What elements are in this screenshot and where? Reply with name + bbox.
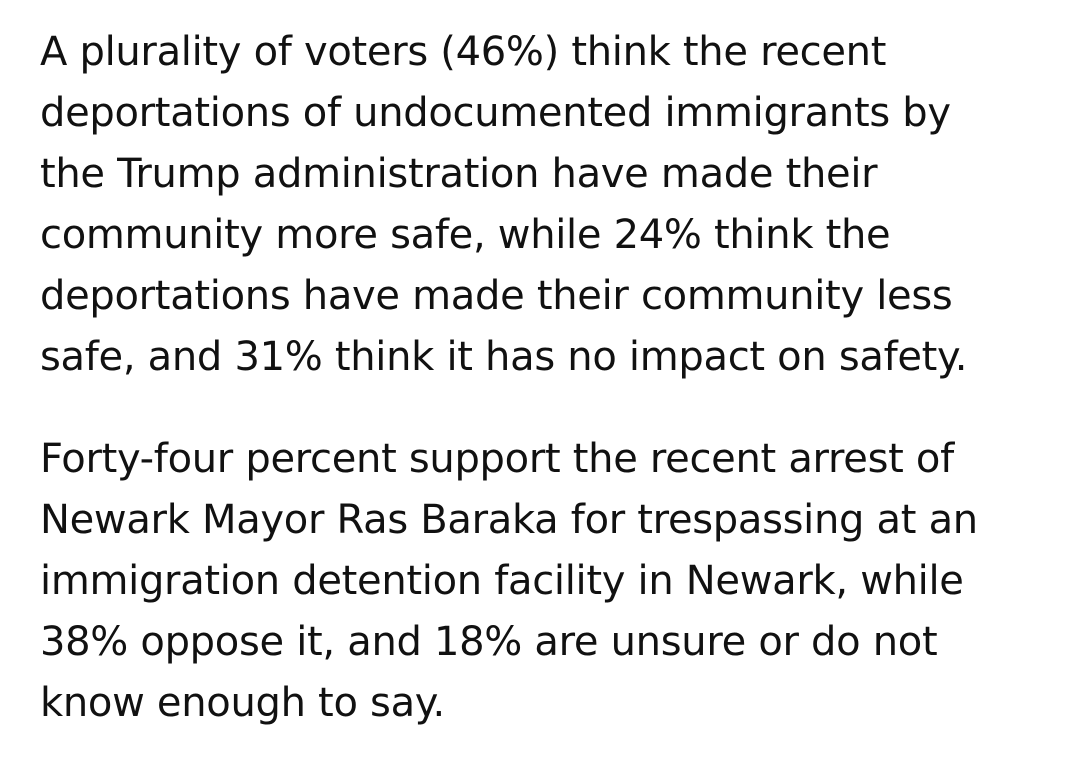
text-line: immigration detention facility in Newark… <box>40 558 964 604</box>
text-line: A plurality of voters (46%) think the re… <box>40 29 887 75</box>
text-line: community more safe, while 24% think the <box>40 212 891 258</box>
paragraph-baraka-arrest: Forty-four percent support the recent ar… <box>40 429 1060 734</box>
paragraph-deportations: A plurality of voters (46%) think the re… <box>40 22 1060 388</box>
document-body: A plurality of voters (46%) think the re… <box>40 22 1060 734</box>
text-line: Newark Mayor Ras Baraka for trespassing … <box>40 497 978 543</box>
text-line: safe, and 31% think it has no impact on … <box>40 334 968 380</box>
text-line: know enough to say. <box>40 680 445 726</box>
text-line: 38% oppose it, and 18% are unsure or do … <box>40 619 938 665</box>
text-line: the Trump administration have made their <box>40 151 878 197</box>
text-line: deportations have made their community l… <box>40 273 953 319</box>
text-line: deportations of undocumented immigrants … <box>40 90 951 136</box>
text-line: Forty-four percent support the recent ar… <box>40 436 954 482</box>
